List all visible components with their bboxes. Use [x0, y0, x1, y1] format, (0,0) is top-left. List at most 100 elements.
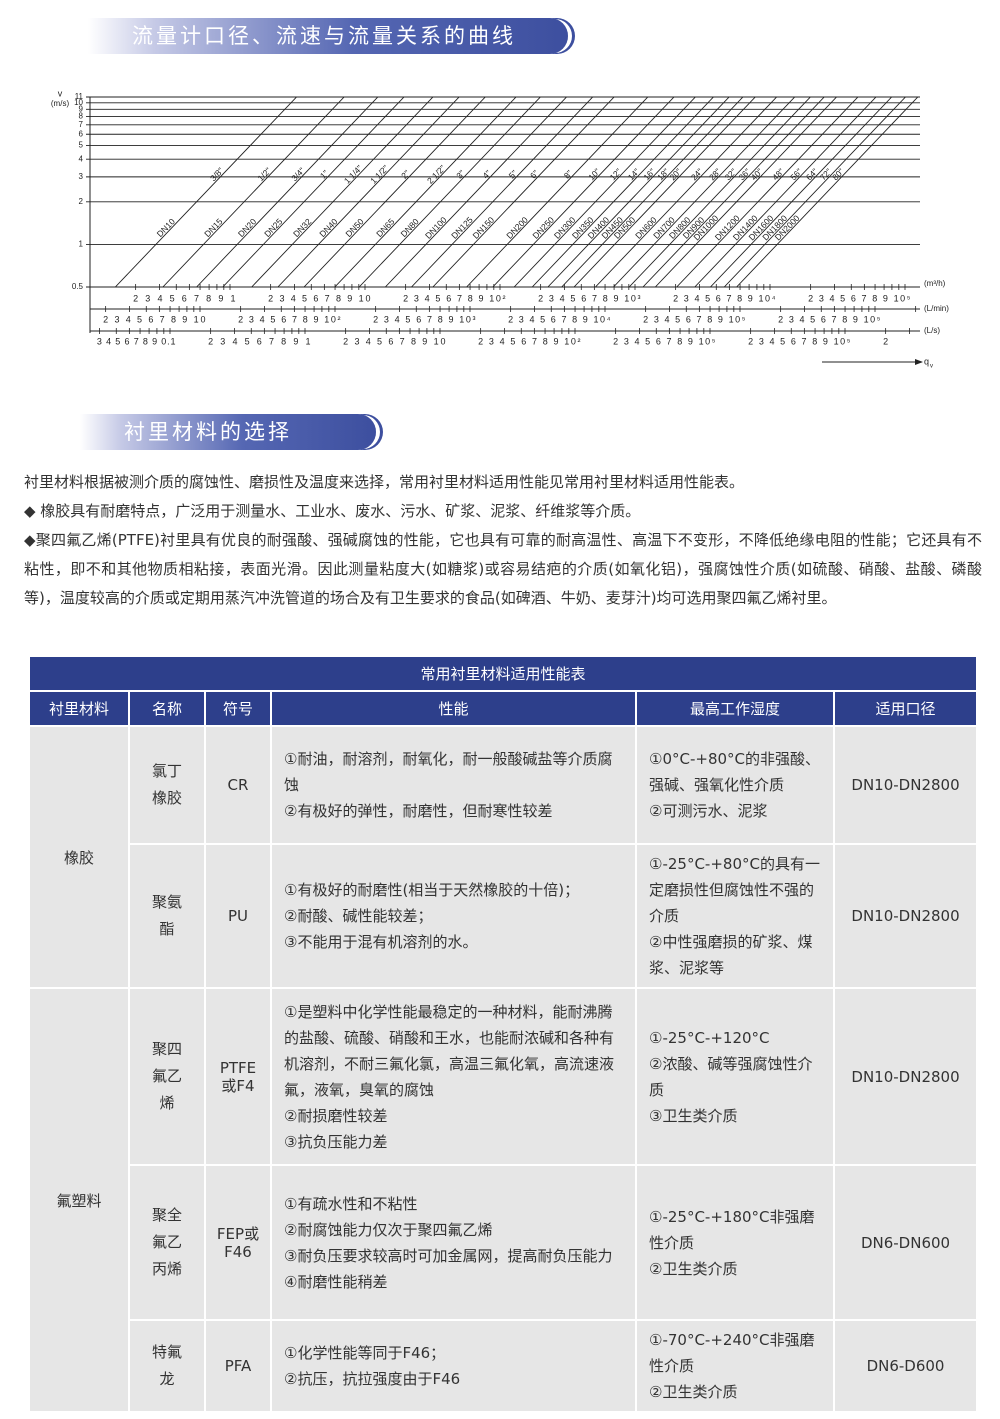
performance-item: ④耐磨性能稍差 [284, 1272, 388, 1291]
inch-label: 40" [749, 166, 765, 182]
inch-label: 1/2" [256, 166, 274, 184]
temperature-item: ②卫生类介质 [649, 1259, 738, 1278]
name-cell: 聚四氟乙烯 [128, 987, 206, 1166]
inch-label: 10" [586, 166, 602, 182]
performance-item: ②耐酸、碱性能较差； [284, 907, 433, 925]
flow-tick-labels: 2 3 4 5 6 7 8 9 10⁴ [508, 314, 610, 324]
performance-item: ②耐损磨性较差 [284, 1106, 388, 1125]
y-tick-label: 3 [79, 172, 84, 181]
inch-label: 28" [707, 166, 723, 182]
inch-label: 1 1/4" [342, 163, 364, 186]
flow-tick-labels: 2 3 4 5 6 7 8 9 10 [268, 293, 370, 303]
symbol: PU [227, 907, 249, 925]
dn-label: DN50 [343, 216, 365, 239]
pipe-line [573, 97, 756, 287]
table-row: 聚氨酯 PU ①有极好的耐磨性(相当于天然橡胶的十倍)； ②耐酸、碱性能较差； ③不能用… [29, 843, 979, 989]
symbol-cell: PTFE或F4 [204, 987, 272, 1166]
flow-tick-labels: 2 3 4 5 6 7 8 9 10⁴ [673, 293, 775, 303]
performance-item: ③耐负压要求较高时可加金属网，提高耐负压能力 [284, 1246, 613, 1265]
y-tick-label: 4 [79, 154, 84, 163]
paragraph: 衬里材料根据被测介质的腐蚀性、磨损性及温度来选择，常用衬里材料适用性能见常用衬里… [24, 473, 745, 491]
pipe-line [561, 97, 744, 287]
pipe-line [196, 97, 379, 287]
y-axis-label: v [58, 88, 63, 98]
performance-item: ①耐油，耐溶剂，耐氧化，耐一般酸碱盐等介质腐蚀 [284, 750, 613, 794]
size-cell: DN10-DN2800 [832, 987, 979, 1166]
y-tick-label: 2 [79, 197, 84, 206]
pipe-line [547, 97, 730, 287]
performance-cell: ①有极好的耐磨性(相当于天然橡胶的十倍)； ②耐酸、碱性能较差； ③不能用于混有机溶… [270, 843, 637, 989]
pipe-line [595, 97, 778, 287]
section-title: 流量计口径、流速与流量关系的曲线 [132, 24, 516, 48]
performance-cell: ①耐油，耐溶剂，耐氧化，耐一般酸碱盐等介质腐蚀 ②有极好的弹性，耐磨性，但耐寒性较… [270, 725, 637, 845]
column-header: 符号 [204, 690, 272, 727]
flow-tick-labels: 2 3 4 5 6 7 8 9 10⁵ [613, 336, 716, 346]
performance-item: ①有极好的耐磨性(相当于天然橡胶的十倍)； [284, 881, 580, 899]
dn-label: DN32 [291, 216, 313, 239]
dn-label: DN65 [374, 216, 396, 239]
name-cell: 氯丁橡胶 [128, 725, 206, 845]
paragraph: ◆ 橡胶具有耐磨特点，广泛用于测量水、工业水、废水、污水、矿浆、泥浆、纤维浆等介… [24, 502, 641, 520]
nomogram: v(m/s)0.51234567891011DN103/8"DN151/2"DN… [51, 88, 949, 369]
temperature-cell: ①-25°C-+180°C非强磨性介质 ②卫生类介质 [635, 1164, 835, 1321]
inch-label: 1" [318, 168, 331, 181]
flow-tick-labels: 2 3 4 5 6 7 8 9 10 [103, 314, 205, 324]
pipe-line [251, 97, 434, 287]
symbol-cell: FEP或F46 [204, 1164, 272, 1321]
y-tick-label: 1 [79, 240, 84, 249]
performance-cell: ①是塑料中化学性能最稳定的一种材料，能耐沸腾的盐酸、硫酸、硝酸和王水，也能耐浓碱… [270, 987, 637, 1166]
pipe-line [411, 97, 594, 287]
lining-table: 常用衬里材料适用性能表 衬里材料 名称 符号 性能 最高工作湿度 适用口径 橡胶 氯丁橡胶 CR ①… [27, 655, 979, 1413]
column-header: 名称 [128, 690, 206, 727]
performance-item: ③抗负压能力差 [284, 1132, 388, 1151]
temperature-cell: ①-25°C-+120°C ②浓酸、碱等强腐蚀性介质 ③卫生类介质 [635, 987, 835, 1166]
name: 特氟龙 [151, 1343, 182, 1388]
column-header: 衬里材料 [28, 690, 130, 727]
temperature-item: ②中性强磨损的矿浆、煤浆、泥浆等 [649, 933, 813, 977]
performance-item: ②有极好的弹性，耐磨性，但耐寒性较差 [284, 802, 553, 820]
inch-label: 3" [454, 168, 467, 181]
pipe-line [628, 97, 811, 287]
flow-tick-labels: 2 3 4 5 6 7 8 9 1 [133, 293, 235, 303]
temperature-item: ①0°C-+80°C的非强酸、强碱、强氧化性介质 [649, 750, 821, 794]
performance-item: ③不能用于混有机溶剂的水。 [284, 933, 478, 951]
pipe-line [162, 97, 345, 287]
flow-tick-labels: 3 4 5 6 7 8 9 0.1 [97, 336, 176, 346]
section-banner: 流量计口径、流速与流量关系的曲线 [88, 18, 568, 54]
header-row: 衬里材料 名称 符号 性能 最高工作湿度 适用口径 [28, 690, 979, 727]
temperature-cell: ①-70°C-+240°C非强磨性介质 ②卫生类介质 [635, 1319, 835, 1413]
performance-item: ①是塑料中化学性能最稳定的一种材料，能耐沸腾的盐酸、硫酸、硝酸和王水，也能耐浓碱… [284, 1002, 615, 1099]
performance-item: ①化学性能等同于F46； [284, 1344, 446, 1362]
temperature-item: ①-25°C-+80°C的具有一定磨损性但腐蚀性不强的介质 [649, 855, 820, 925]
pipe-line [334, 97, 517, 287]
table-row: 氟塑料 聚四氟乙烯 PTFE或F4 ①是塑料中化学性能最稳定的一种材料，能耐沸腾的盐酸… [28, 987, 979, 1413]
y-tick-label: 6 [79, 129, 84, 138]
temperature-item: ②卫生类介质 [649, 1383, 738, 1401]
dn-label: DN100 [423, 215, 449, 241]
pipe-line [642, 97, 825, 287]
pipe-line [303, 97, 486, 287]
section-banner: 衬里材料的选择 [80, 414, 376, 450]
flow-tick-labels: 2 3 4 5 6 7 8 9 10² [403, 293, 505, 303]
inch-label: 56" [788, 166, 804, 182]
name-cell: 聚全氟乙丙烯 [128, 1164, 206, 1321]
inch-label: 2" [399, 168, 412, 181]
flow-tick-labels: 2 3 4 5 6 7 8 9 10⁵ [808, 293, 911, 303]
pipe-line [492, 97, 675, 287]
column-header: 最高工作湿度 [635, 690, 835, 727]
temperature-item: ②可测污水、泥浆 [649, 802, 768, 820]
inch-label: 5" [507, 168, 520, 181]
flow-tick-labels: 2 3 4 5 6 7 8 9 10⁵ [778, 314, 881, 324]
symbol-cell: PFA [204, 1319, 272, 1413]
dn-label: DN40 [317, 216, 339, 239]
pipe-line [654, 97, 838, 287]
dn-label: DN15 [202, 216, 224, 239]
inch-label: 8" [562, 168, 575, 181]
column-header: 适用口径 [832, 690, 979, 727]
temperature-cell: ①0°C-+80°C的非强酸、强碱、强氧化性介质 ②可测污水、泥浆 [635, 725, 835, 845]
size-cell: DN10-DN2800 [832, 843, 979, 989]
temperature-item: ①-70°C-+240°C非强磨性介质 [649, 1331, 815, 1375]
pipe-line [710, 97, 893, 287]
pipe-line [432, 97, 615, 287]
diagonal-lines [114, 97, 919, 287]
